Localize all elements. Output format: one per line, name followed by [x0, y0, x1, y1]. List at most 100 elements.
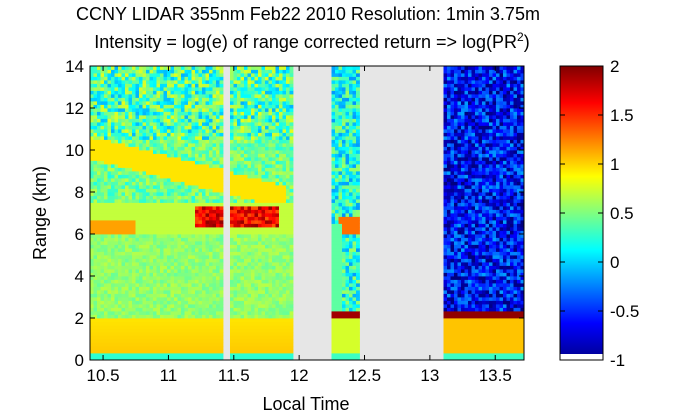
heatmap-cell: [282, 258, 287, 263]
heatmap-cell: [254, 150, 259, 154]
heatmap-cell: [111, 346, 115, 350]
heatmap-cell: [153, 332, 157, 336]
heatmap-cell: [198, 279, 203, 284]
heatmap-cell: [216, 139, 220, 144]
heatmap-cell: [195, 111, 199, 116]
heatmap-cell: [233, 300, 238, 305]
heatmap-cell: [275, 90, 280, 95]
heatmap-cell: [205, 139, 210, 144]
heatmap-cell: [244, 339, 248, 343]
heatmap-cell: [142, 199, 147, 203]
heatmap-cell: [100, 314, 105, 319]
heatmap-cell: [149, 206, 154, 210]
heatmap-cell: [289, 118, 294, 123]
heatmap-cell: [142, 80, 147, 84]
heatmap-cell: [212, 206, 217, 210]
heatmap-cell: [219, 160, 224, 165]
heatmap-cell: [254, 115, 259, 119]
heatmap-cell: [272, 213, 276, 217]
heatmap-cell: [121, 136, 126, 140]
heatmap-cell: [100, 318, 105, 322]
heatmap-cell: [272, 108, 276, 112]
heatmap-cell: [118, 108, 122, 112]
heatmap-cell: [156, 178, 161, 182]
heatmap-cell: [261, 272, 266, 277]
heatmap-cell: [142, 248, 147, 252]
heatmap-cell: [156, 185, 161, 189]
heatmap-cell: [233, 118, 238, 123]
heatmap-cell: [156, 237, 161, 242]
heatmap-cell: [286, 136, 290, 140]
heatmap-cell: [160, 265, 164, 270]
heatmap-cell: [188, 251, 192, 256]
heatmap-cell: [237, 209, 241, 214]
heatmap-cell: [338, 136, 343, 140]
heatmap-cell: [177, 283, 182, 287]
heatmap-cell: [107, 206, 112, 210]
heatmap-cell: [202, 94, 206, 98]
heatmap-cell: [338, 248, 343, 252]
heatmap-cell: [216, 321, 220, 326]
heatmap-cell: [163, 255, 168, 259]
heatmap-cell: [156, 356, 161, 361]
heatmap-cell: [118, 139, 122, 144]
heatmap-cell: [230, 255, 234, 259]
heatmap-cell: [149, 66, 154, 70]
heatmap-cell: [149, 328, 154, 333]
heatmap-cell: [121, 342, 126, 347]
heatmap-cell: [118, 311, 122, 315]
heatmap-cell: [104, 276, 108, 280]
heatmap-cell: [219, 153, 224, 158]
heatmap-cell: [135, 339, 140, 343]
heatmap-cell: [338, 244, 343, 249]
heatmap-cell: [149, 311, 154, 315]
heatmap-cell: [244, 258, 248, 263]
heatmap-cell: [163, 94, 168, 98]
heatmap-cell: [125, 66, 129, 70]
heatmap-cell: [118, 125, 122, 130]
heatmap-cell: [286, 146, 290, 151]
heatmap-cell: [170, 192, 175, 196]
heatmap-cell: [188, 314, 192, 319]
heatmap-cell: [272, 279, 276, 284]
heatmap-cell: [202, 335, 206, 340]
heatmap-cell: [244, 80, 248, 84]
heatmap-cell: [233, 174, 238, 179]
heatmap-cell: [272, 206, 276, 210]
heatmap-cell: [244, 202, 248, 207]
heatmap-cell: [121, 353, 126, 357]
heatmap-cell: [205, 115, 210, 119]
heatmap-cell: [331, 244, 336, 249]
heatmap-cell: [146, 220, 150, 224]
heatmap-cell: [160, 258, 164, 263]
heatmap-cell: [282, 160, 287, 165]
heatmap-cell: [216, 160, 220, 165]
heatmap-cell: [261, 258, 266, 263]
heatmap-cell: [282, 115, 287, 119]
heatmap-cell: [107, 213, 112, 217]
heatmap-cell: [261, 241, 266, 245]
heatmap-cell: [209, 321, 213, 326]
heatmap-cell: [170, 153, 175, 158]
heatmap-cell: [240, 132, 245, 137]
heatmap-cell: [268, 178, 273, 182]
heatmap-cell: [149, 111, 154, 116]
heatmap-cell: [100, 209, 105, 214]
heatmap-cell: [167, 311, 171, 315]
heatmap-cell: [104, 244, 108, 249]
heatmap-cell: [125, 202, 129, 207]
heatmap-cell: [286, 339, 290, 343]
heatmap-cell: [254, 248, 259, 252]
heatmap-cell: [191, 90, 196, 95]
heatmap-cell: [188, 227, 192, 231]
heatmap-cell: [184, 188, 189, 193]
heatmap-cell: [111, 76, 115, 81]
heatmap-cell: [111, 209, 115, 214]
heatmap-cell: [258, 174, 262, 179]
heatmap-cell: [93, 353, 98, 357]
heatmap-cell: [279, 244, 283, 249]
heatmap-cell: [251, 328, 255, 333]
heatmap-cell: [142, 272, 147, 277]
heatmap-cell: [282, 195, 287, 200]
heatmap-cell: [128, 97, 133, 102]
